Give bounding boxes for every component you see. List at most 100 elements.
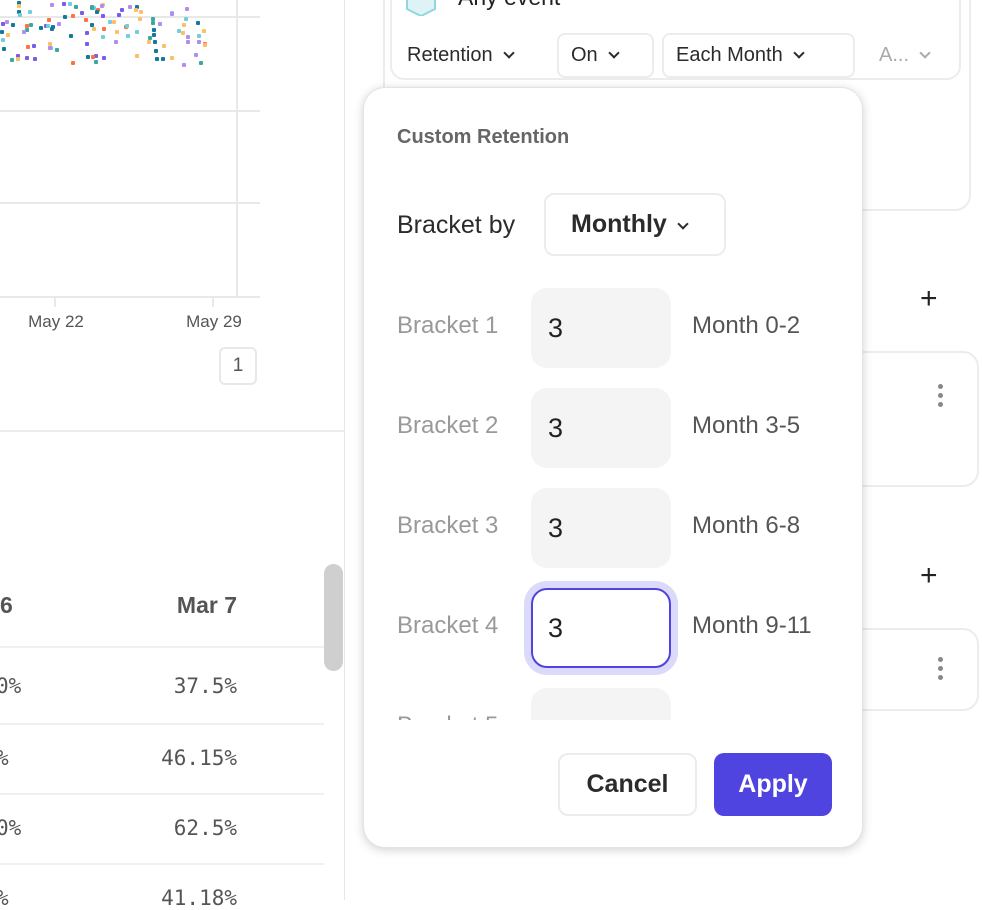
scatter-point: [90, 4, 95, 9]
table-cell: 0%: [0, 816, 22, 840]
bracket-size-input[interactable]: 3: [531, 488, 671, 568]
brackets-list[interactable]: Bracket 1 3 Month 0-2 Bracket 2 3 Month …: [364, 283, 864, 720]
x-tick-label: May 29: [186, 312, 242, 331]
scatter-point: [102, 56, 107, 61]
scatter-point: [16, 4, 21, 9]
scatter-point: [38, 25, 43, 30]
bracket-row: Bracket 1 3 Month 0-2: [364, 288, 864, 368]
pagination-page-button[interactable]: 1: [219, 347, 257, 385]
retention-type-dropdown[interactable]: Retention: [407, 33, 515, 78]
cancel-button[interactable]: Cancel: [558, 753, 697, 816]
scatter-point: [50, 27, 54, 32]
scatter-point: [193, 52, 198, 57]
scatter-point: [10, 58, 15, 63]
bracket-range: Month 3-5: [692, 412, 801, 439]
x-axis-line: [0, 296, 260, 298]
scatter-chart: [0, 0, 260, 310]
chevron-down-icon: [919, 47, 931, 59]
event-label[interactable]: Any event: [458, 0, 560, 11]
scatter-point: [183, 17, 188, 22]
scatter-point: [151, 20, 156, 25]
scatter-point: [148, 36, 153, 41]
scatter-point: [152, 28, 157, 33]
scatter-point: [17, 10, 22, 15]
plus-icon[interactable]: +: [920, 282, 938, 315]
scatter-point: [47, 45, 52, 50]
scatter-point: [56, 21, 61, 26]
column-header: 6: [0, 592, 13, 618]
scatter-point: [31, 43, 36, 48]
x-tick-label: May 22: [28, 312, 84, 331]
truncated-dropdown[interactable]: A...: [879, 33, 931, 78]
bracket-range: Month 9-11: [692, 612, 812, 639]
scatter-point: [184, 6, 189, 11]
scatter-point: [51, 24, 56, 29]
scatter-point: [49, 3, 54, 8]
scatter-point: [84, 42, 89, 47]
bracket-row: Bracket 2 3 Month 3-5: [364, 388, 864, 468]
scatter-point: [134, 4, 139, 9]
table-scrollbar[interactable]: [324, 564, 343, 671]
scatter-point: [181, 62, 186, 67]
each-month-dropdown[interactable]: Each Month: [662, 33, 855, 78]
truncated-label: A...: [879, 44, 910, 66]
on-label: On: [571, 44, 598, 66]
scatter-point: [16, 1, 21, 6]
scatter-point: [70, 14, 75, 19]
bracket-label: Bracket 3: [397, 512, 499, 539]
bracket-size-input[interactable]: 3: [531, 288, 671, 368]
retention-label: Retention: [407, 44, 493, 66]
bracket-by-value: Monthly: [571, 210, 667, 238]
scatter-point: [125, 33, 130, 38]
bracket-label: Bracket 4: [397, 612, 499, 639]
table-cell: 41.18%: [161, 886, 237, 910]
scatter-point: [92, 5, 97, 10]
table-cell: 0%: [0, 674, 22, 698]
scatter-point: [85, 30, 90, 35]
scatter-point: [108, 19, 113, 24]
scatter-point: [113, 40, 118, 45]
bracket-row: Bracket 3 3 Month 6-8: [364, 488, 864, 568]
scatter-point: [47, 18, 52, 23]
scatter-point: [25, 24, 30, 29]
bracket-label: Bracket 2: [397, 412, 499, 439]
scatter-point: [170, 11, 175, 16]
bracket-size-input[interactable]: [531, 688, 671, 720]
bracket-size-input[interactable]: 3: [531, 388, 671, 468]
each-month-label: Each Month: [676, 44, 783, 66]
scatter-point: [100, 34, 105, 39]
scatter-point: [67, 1, 72, 6]
table-cell: %: [0, 886, 9, 910]
scatter-point: [197, 40, 202, 45]
scatter-point: [26, 45, 31, 50]
gridline: [0, 16, 260, 18]
chevron-down-icon: [502, 47, 515, 59]
scatter-point: [1, 46, 6, 51]
scatter-point: [152, 32, 157, 37]
row-divider: [0, 723, 324, 725]
gridline: [0, 110, 260, 112]
gridline-vertical: [236, 0, 238, 297]
scatter-point: [154, 57, 159, 62]
scatter-point: [112, 20, 117, 25]
bracket-by-dropdown[interactable]: Monthly: [544, 193, 726, 256]
plus-icon[interactable]: +: [920, 559, 938, 592]
row-divider: [0, 793, 324, 795]
scatter-point: [125, 23, 130, 28]
scatter-point: [1, 22, 6, 27]
more-icon[interactable]: [938, 657, 943, 684]
x-tick: [54, 297, 56, 307]
on-dropdown[interactable]: On: [557, 33, 654, 78]
scatter-point: [24, 55, 29, 60]
scatter-point: [24, 27, 29, 32]
item-card: [840, 628, 979, 711]
table-cell: 46.15%: [161, 746, 237, 770]
scatter-point: [161, 43, 166, 48]
apply-button[interactable]: Apply: [714, 753, 832, 816]
scatter-point: [153, 39, 158, 44]
scatter-point: [153, 48, 158, 53]
scatter-point: [16, 54, 21, 59]
more-icon[interactable]: [938, 384, 943, 411]
bracket-size-input-focused[interactable]: 3: [531, 588, 671, 668]
scatter-point: [85, 55, 90, 60]
